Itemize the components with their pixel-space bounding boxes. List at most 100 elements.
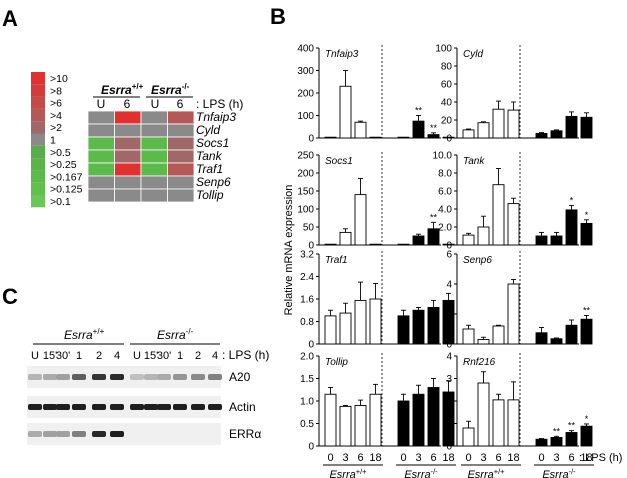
bar [339, 231, 352, 246]
chart-tank: 02.04.06.08.010.0 Tank** [433, 151, 593, 252]
significance-marker: ** [430, 212, 438, 222]
legend-swatch [31, 158, 45, 171]
bar [535, 133, 548, 139]
y-tick-label: 1.6 [300, 295, 314, 306]
bar [397, 400, 410, 447]
y-tick-label: 20 [441, 116, 453, 127]
western-timepoint: 30' [56, 350, 70, 362]
x-group-wt: Esrra+/+ [467, 467, 505, 478]
panel-label-b: B [270, 4, 286, 29]
heatmap-column-label: 6 [177, 97, 184, 111]
y-tick-label: 0 [446, 134, 452, 145]
legend-swatch [31, 72, 45, 85]
x-group-name: Esrra [467, 469, 493, 478]
blot-band [157, 374, 171, 380]
heatmap-cell [87, 175, 115, 190]
blot-band [110, 431, 124, 437]
legend-label: 1 [50, 135, 56, 147]
y-tick-label: 3 [446, 374, 452, 385]
bar [462, 234, 475, 246]
significance-marker: ** [415, 106, 423, 116]
heatmap-cell [87, 149, 115, 164]
y-tick-label: 50 [303, 223, 315, 234]
blot-band [28, 431, 42, 437]
x-tick-label: 0 [327, 452, 333, 464]
blot-band [191, 374, 205, 380]
bar [550, 338, 563, 345]
bar [369, 393, 382, 447]
bar [462, 427, 475, 447]
bar [535, 332, 548, 345]
blot-band [191, 404, 205, 410]
chart-title: Traf1 [325, 255, 348, 266]
bar [427, 387, 440, 447]
bar [324, 393, 337, 447]
y-tick-label: 400 [297, 44, 314, 55]
legend-label: >4 [50, 110, 62, 122]
legend-label: >10 [50, 73, 68, 85]
western-timepoint: 4 [212, 350, 218, 362]
heatmap-legend: >10>8>6>4>21>0.5>0.25>0.167>0.125>0.1 [31, 72, 83, 208]
y-tick-label: 10.0 [433, 151, 453, 162]
y-tick-label: 60 [441, 80, 453, 91]
blot-band [72, 404, 86, 410]
x-group-genotype: -/- [431, 467, 439, 476]
legend-label: >8 [50, 85, 62, 97]
western-timepoint: U [31, 350, 39, 362]
bar [477, 339, 490, 345]
western-timepoint: 1 [177, 350, 183, 362]
heatmap-cell [114, 162, 142, 177]
legend-swatch [31, 84, 45, 97]
y-tick-label: 0 [308, 442, 314, 453]
y-tick-label: 1 [446, 419, 452, 430]
bar [535, 235, 548, 246]
western-blots: A20 Actin ERRα [27, 366, 261, 445]
x-tick-label: 18 [507, 452, 519, 464]
y-tick-label: 2.4 [300, 272, 314, 283]
bar [397, 243, 410, 246]
legend-label: >0.25 [50, 159, 77, 171]
bar [565, 432, 578, 447]
bar [535, 438, 548, 447]
x-tick-label: 3 [415, 452, 421, 464]
chart-title: Senp6 [463, 255, 492, 266]
legend-swatch [31, 96, 45, 109]
blot-label: Actin [229, 400, 256, 414]
heatmap-cell [140, 123, 168, 138]
heatmap-cell [114, 149, 142, 164]
bar [412, 393, 425, 447]
heatmap-cells [87, 110, 195, 203]
blot-band [72, 431, 86, 437]
bar [550, 437, 563, 447]
y-tick-label: 2.0 [300, 352, 314, 363]
western-timepoint: 2 [96, 350, 102, 362]
x-lps-label: : LPS (h) [579, 452, 622, 464]
blot-label: A20 [229, 370, 251, 384]
bar [550, 130, 563, 139]
heatmap-cell [87, 123, 115, 138]
blot-band [56, 404, 70, 410]
x-group-genotype: -/- [569, 467, 577, 476]
x-group-name: Esrra [329, 469, 355, 478]
heatmap-cell [140, 149, 168, 164]
y-tick-label: 2 [446, 397, 452, 408]
y-tick-label: 0 [308, 134, 314, 145]
y-tick-label: 6 [446, 250, 452, 261]
x-group-genotype: +/+ [356, 467, 367, 476]
bar [492, 184, 505, 246]
western-timepoint: 15' [43, 350, 57, 362]
bar [565, 209, 578, 246]
bar [550, 235, 563, 246]
chart-cyld: 0 20 40 60 80 100 Cyld [435, 44, 593, 145]
bar [507, 203, 520, 246]
y-tick-label: 3.2 [300, 250, 314, 261]
heatmap-cell [167, 123, 195, 138]
y-tick-label: 2 [446, 310, 452, 321]
bar [492, 325, 505, 345]
heatmap-cell [87, 110, 115, 125]
bar [442, 299, 455, 345]
blot-band [173, 374, 187, 380]
